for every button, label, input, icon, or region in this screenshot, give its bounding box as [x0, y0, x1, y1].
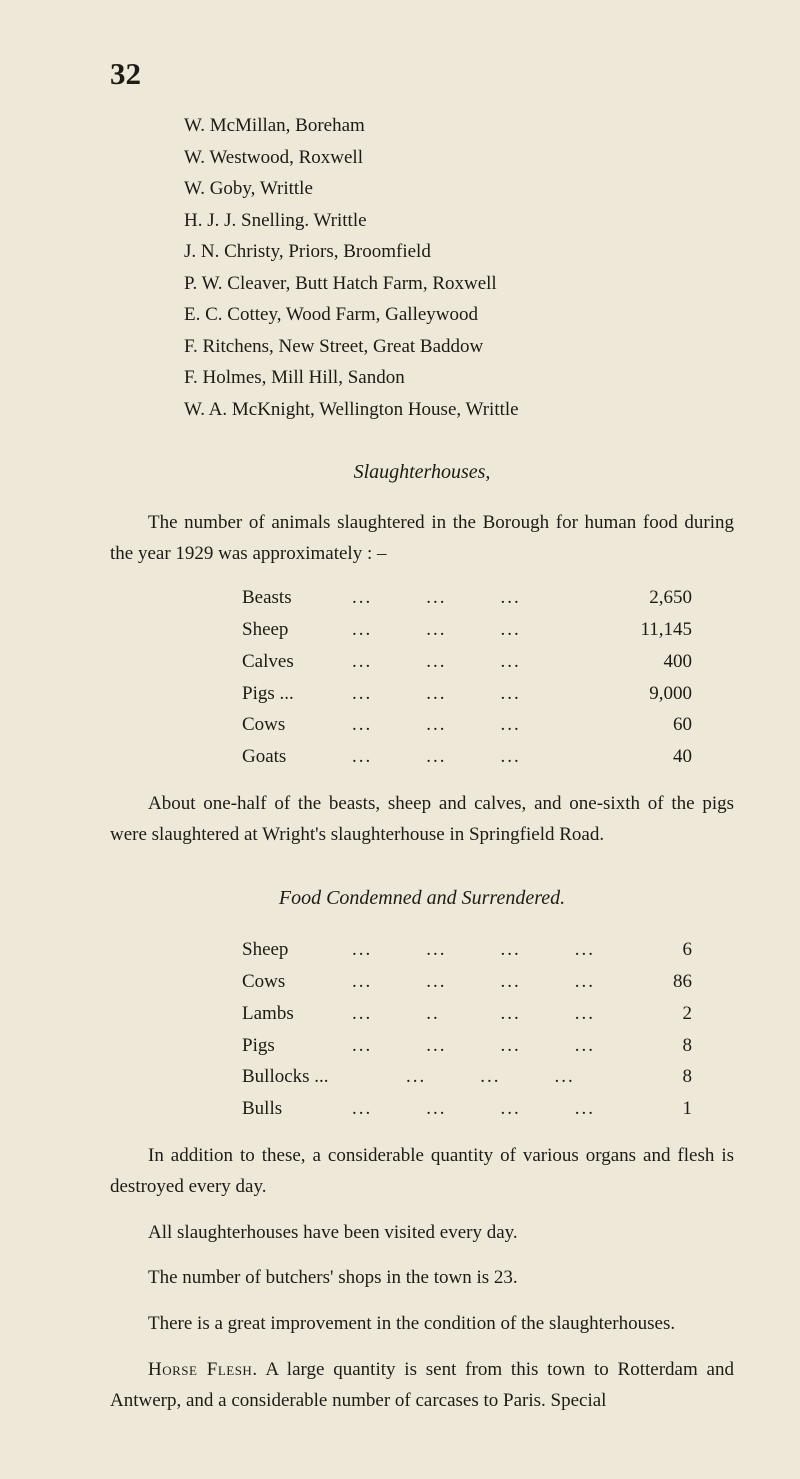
table-row: Sheep ... ... ... ... 6 [242, 934, 734, 966]
row-dots: ... ... ... [352, 582, 612, 614]
name-entry: W. Westwood, Roxwell [184, 142, 734, 174]
row-value: 2,650 [612, 582, 692, 614]
table-row: Pigs ... ... ... ... 9,000 [242, 678, 734, 710]
table-row: Goats ... ... ... 40 [242, 741, 734, 773]
table-row: Cows ... ... ... ... 86 [242, 966, 734, 998]
row-label: Goats [242, 741, 352, 773]
name-entry: W. McMillan, Boreham [184, 110, 734, 142]
name-list: W. McMillan, Boreham W. Westwood, Roxwel… [184, 110, 734, 425]
row-value: 86 [612, 966, 692, 998]
row-value: 8 [612, 1030, 692, 1062]
paragraph: The number of butchers' shops in the tow… [110, 1262, 734, 1294]
table-row: Bullocks ... ... ... ... 8 [242, 1061, 734, 1093]
row-value: 9,000 [612, 678, 692, 710]
row-label: Cows [242, 966, 352, 998]
row-dots: ... .. ... ... [352, 998, 612, 1030]
paragraph: About one-half of the beasts, sheep and … [110, 789, 734, 851]
section-title-food-condemned: Food Condemned and Surrendered. [110, 887, 734, 910]
paragraph: The number of animals slaughtered in the… [110, 508, 734, 570]
name-entry: F. Ritchens, New Street, Great Baddow [184, 331, 734, 363]
row-dots: ... ... ... [352, 678, 612, 710]
table-row: Pigs ... ... ... ... 8 [242, 1030, 734, 1062]
row-dots: ... ... ... [352, 709, 612, 741]
food-condemned-table: Sheep ... ... ... ... 6 Cows ... ... ...… [242, 934, 734, 1125]
row-dots: ... ... ... [352, 646, 612, 678]
row-value: 40 [612, 741, 692, 773]
row-value: 60 [612, 709, 692, 741]
row-label: Bullocks ... [242, 1061, 352, 1093]
name-entry: F. Holmes, Mill Hill, Sandon [184, 362, 734, 394]
name-entry: W. A. McKnight, Wellington House, Writtl… [184, 394, 734, 426]
row-dots: ... ... ... ... [352, 966, 612, 998]
name-entry: P. W. Cleaver, Butt Hatch Farm, Roxwell [184, 268, 734, 300]
row-value: 2 [612, 998, 692, 1030]
name-entry: E. C. Cottey, Wood Farm, Galleywood [184, 299, 734, 331]
table-row: Bulls ... ... ... ... 1 [242, 1093, 734, 1125]
name-entry: W. Goby, Writtle [184, 173, 734, 205]
row-value: 6 [612, 934, 692, 966]
paragraph-horse-flesh: Horse Flesh. A large quantity is sent fr… [110, 1355, 734, 1417]
row-dots: ... ... ... ... [352, 1030, 612, 1062]
paragraph: There is a great improvement in the cond… [110, 1308, 734, 1340]
row-label: Bulls [242, 1093, 352, 1125]
row-label: Pigs ... [242, 678, 352, 710]
paragraph: All slaughterhouses have been visited ev… [110, 1217, 734, 1249]
table-row: Lambs ... .. ... ... 2 [242, 998, 734, 1030]
row-label: Lambs [242, 998, 352, 1030]
row-dots: ... ... ... [352, 1061, 612, 1093]
table-row: Cows ... ... ... 60 [242, 709, 734, 741]
table-row: Calves ... ... ... 400 [242, 646, 734, 678]
page-content: 32 W. McMillan, Boreham W. Westwood, Rox… [0, 0, 800, 1479]
section-title-slaughterhouses: Slaughterhouses, [110, 461, 734, 484]
row-dots: ... ... ... [352, 614, 612, 646]
name-entry: H. J. J. Snelling. Writtle [184, 205, 734, 237]
table-row: Beasts ... ... ... 2,650 [242, 582, 734, 614]
row-dots: ... ... ... ... [352, 934, 612, 966]
row-value: 8 [612, 1061, 692, 1093]
paragraph-lead: Horse Flesh. [148, 1359, 258, 1380]
row-label: Cows [242, 709, 352, 741]
row-dots: ... ... ... ... [352, 1093, 612, 1125]
row-value: 1 [612, 1093, 692, 1125]
animals-slaughtered-table: Beasts ... ... ... 2,650 Sheep ... ... .… [242, 582, 734, 773]
row-label: Beasts [242, 582, 352, 614]
row-dots: ... ... ... [352, 741, 612, 773]
row-label: Sheep [242, 934, 352, 966]
row-value: 11,145 [612, 614, 692, 646]
row-label: Pigs [242, 1030, 352, 1062]
row-label: Calves [242, 646, 352, 678]
row-label: Sheep [242, 614, 352, 646]
page-number: 32 [110, 56, 734, 92]
paragraph: In addition to these, a considerable qua… [110, 1141, 734, 1203]
table-row: Sheep ... ... ... 11,145 [242, 614, 734, 646]
name-entry: J. N. Christy, Priors, Broomfield [184, 236, 734, 268]
row-value: 400 [612, 646, 692, 678]
